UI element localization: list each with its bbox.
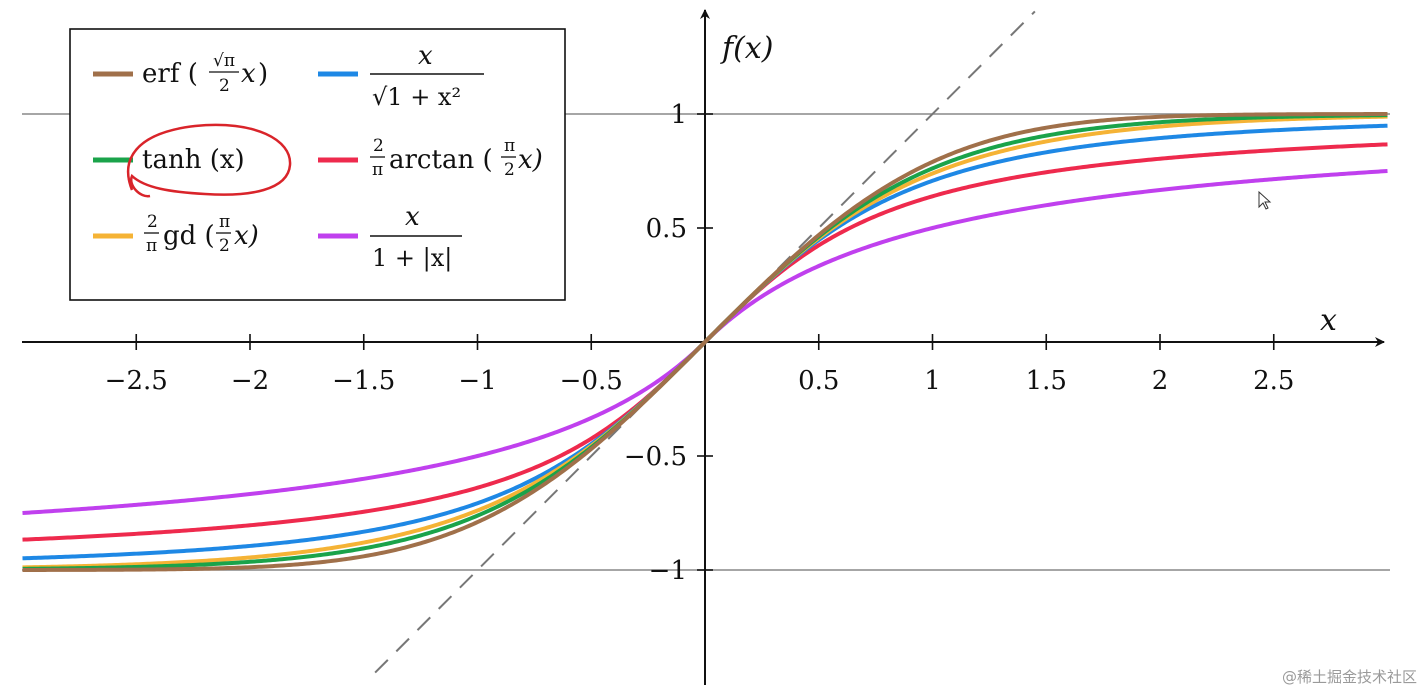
legend-erf-fn: erf: [142, 59, 182, 89]
series-line-erf: [22, 112, 1388, 572]
legend-gd-frac2-den: 2: [219, 236, 230, 256]
legend-arctan-frac-den: π: [372, 160, 383, 180]
legend-algebraic-den: √1 + x²: [372, 83, 461, 111]
y-tick-label: 0.5: [646, 214, 687, 244]
x-tick-label: −2.5: [105, 366, 168, 396]
y-axis-label: f(x): [720, 31, 773, 66]
legend: erf ( √π 2 x ) x √1 + x² tanh (x) 2 π ar…: [69, 28, 566, 301]
legend-erf-paren-open: (: [188, 59, 198, 89]
y-tick-label: −1: [649, 556, 687, 586]
y-tick-label: −0.5: [624, 442, 687, 472]
legend-label-erf: erf (: [142, 59, 198, 89]
legend-arctan-frac2-num: π: [504, 136, 515, 156]
legend-softsign-num: x: [405, 202, 420, 232]
series-lines: [22, 112, 1388, 572]
legend-gd-fn: gd (: [163, 221, 215, 251]
y-tick-label: 1: [670, 100, 687, 130]
x-tick-label: 2: [1152, 366, 1169, 396]
legend-algebraic-num: x: [418, 41, 433, 71]
legend-gd-x: x): [234, 221, 259, 251]
x-tick-label: 2.5: [1253, 366, 1294, 396]
legend-arctan-frac2-den: 2: [504, 160, 515, 180]
x-tick-label: 0.5: [798, 366, 839, 396]
legend-arctan-fn: arctan (: [389, 145, 493, 175]
legend-erf-frac-num: √π: [213, 51, 235, 71]
legend-gd-frac2-num: π: [219, 212, 230, 232]
x-tick-label: 1.5: [1026, 366, 1067, 396]
legend-gd-frac-den: π: [146, 236, 157, 256]
legend-softsign-den: 1 + |x|: [372, 244, 452, 273]
legend-erf-paren-close: ): [258, 59, 268, 89]
annotation-circle: [127, 123, 292, 198]
legend-arctan-frac-num: 2: [373, 136, 384, 156]
mouse-cursor-icon: [1258, 190, 1272, 210]
watermark: @稀土掘金技术社区: [1281, 668, 1417, 686]
legend-erf-frac-den: 2: [219, 76, 230, 96]
x-tick-label: 1: [924, 366, 941, 396]
legend-erf-x: x: [241, 59, 256, 89]
legend-label-tanh: tanh (x): [142, 145, 245, 175]
tick-labels: −2.5 −2 −1.5 −1 −0.5 0.5 1 1.5 2 2.5 1 0.5 −0.5 −1: [105, 100, 1295, 586]
x-tick-label: −1.5: [332, 366, 395, 396]
x-tick-label: −0.5: [560, 366, 623, 396]
legend-gd-frac-num: 2: [147, 212, 158, 232]
x-tick-label: −1: [458, 366, 496, 396]
x-tick-label: −2: [231, 366, 269, 396]
x-axis-label: x: [1320, 303, 1337, 338]
legend-arctan-x: x): [518, 145, 543, 175]
